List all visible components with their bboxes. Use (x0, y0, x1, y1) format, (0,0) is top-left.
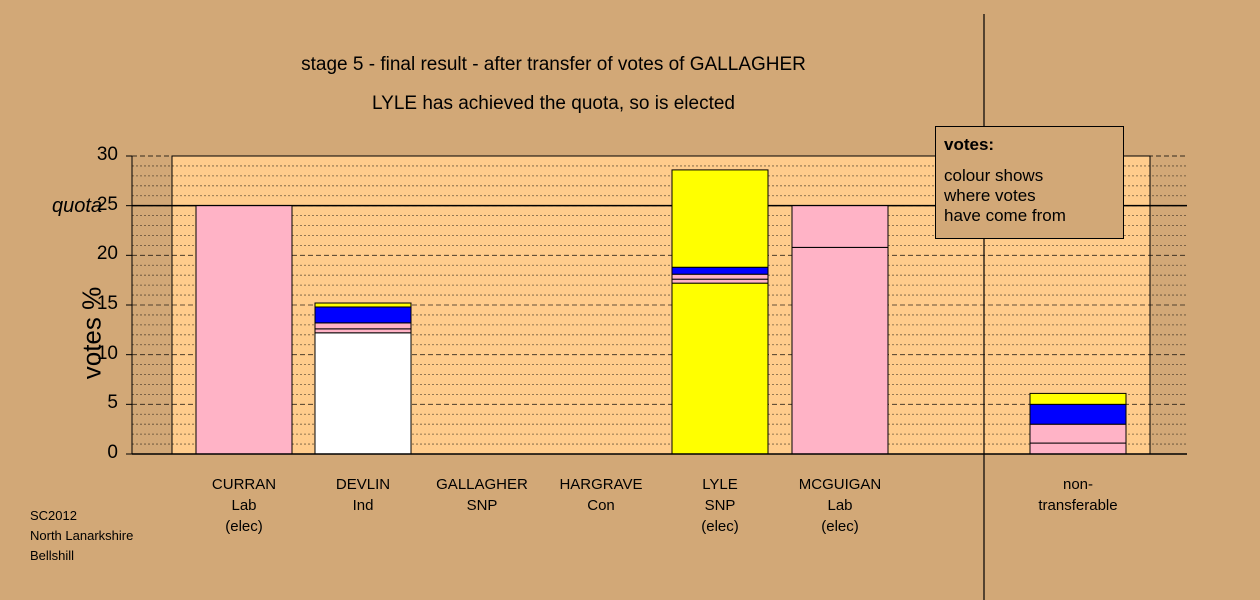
quota-label: quota (52, 195, 103, 217)
y-tick-label: 25 (96, 193, 118, 215)
bar-segment (195, 205, 293, 455)
x-category-line: Ind (352, 497, 374, 514)
x-category-line: Lab (231, 497, 257, 514)
bar-segment (314, 332, 412, 455)
x-category-line: (elec) (821, 518, 859, 535)
y-tick-label: 0 (107, 442, 118, 463)
x-category-line: (elec) (225, 518, 263, 535)
x-category-line: non- (1062, 476, 1094, 493)
footer-line: SC2012 (30, 508, 77, 523)
legend-box: votes: colour shows where votes have com… (935, 126, 1124, 239)
bar-segment (1029, 403, 1127, 425)
bar-segment (1029, 423, 1127, 444)
bar-segment (314, 322, 412, 330)
bar-segment (791, 205, 889, 248)
x-category-label: LYLE SNP (elec) (660, 474, 780, 537)
bar-segment (314, 302, 412, 308)
x-category-label: DEVLIN Ind (303, 474, 423, 516)
x-category-label: GALLAGHER SNP (422, 474, 542, 516)
x-category-line: DEVLIN (335, 476, 391, 493)
x-category-line: transferable (1038, 497, 1118, 514)
bar-segment (671, 278, 769, 284)
bar-segment (1029, 392, 1127, 405)
chart-subtitle: LYLE has achieved the quota, so is elect… (371, 93, 735, 114)
legend-title: votes: (944, 135, 995, 154)
x-category-label: non-transferable (1018, 474, 1138, 516)
y-tick-label: 5 (107, 392, 118, 414)
x-category-line: HARGRAVE (559, 476, 643, 493)
x-category-line: MCGUIGAN (798, 476, 882, 493)
y-tick-label: 20 (96, 243, 118, 265)
footer-line: North Lanarkshire (30, 528, 134, 543)
bar-segment (671, 282, 769, 455)
x-category-line: (elec) (701, 518, 739, 535)
bar-segment (314, 328, 412, 334)
y-tick-label: 30 (96, 144, 118, 165)
bar-segment (1029, 442, 1127, 455)
y-tick-label: 15 (96, 293, 118, 314)
legend-text: colour shows where votes have come from (944, 166, 1066, 225)
footer-info: SC2012 North Lanarkshire Bellshill (30, 506, 133, 566)
bar-segment (791, 246, 889, 455)
footer-line: Bellshill (30, 548, 75, 563)
bar-segment (671, 169, 769, 268)
x-category-label: MCGUIGAN Lab (elec) (780, 474, 900, 537)
bar-segment (314, 306, 412, 324)
y-tick-label: 10 (96, 342, 118, 364)
x-category-line: SNP (704, 497, 736, 514)
bar-segment (671, 266, 769, 275)
bar-segment (671, 273, 769, 280)
x-category-line: LYLE (702, 476, 738, 493)
x-category-line: SNP (466, 497, 498, 514)
x-category-line: Lab (827, 497, 853, 514)
x-category-label: CURRAN Lab (elec) (184, 474, 304, 537)
x-category-line: GALLAGHER (436, 476, 528, 493)
chart-title: stage 5 - final result - after transfer … (301, 54, 806, 75)
x-category-label: HARGRAVE Con (541, 474, 661, 516)
x-category-line: CURRAN (211, 476, 277, 493)
x-category-line: Con (587, 497, 615, 514)
